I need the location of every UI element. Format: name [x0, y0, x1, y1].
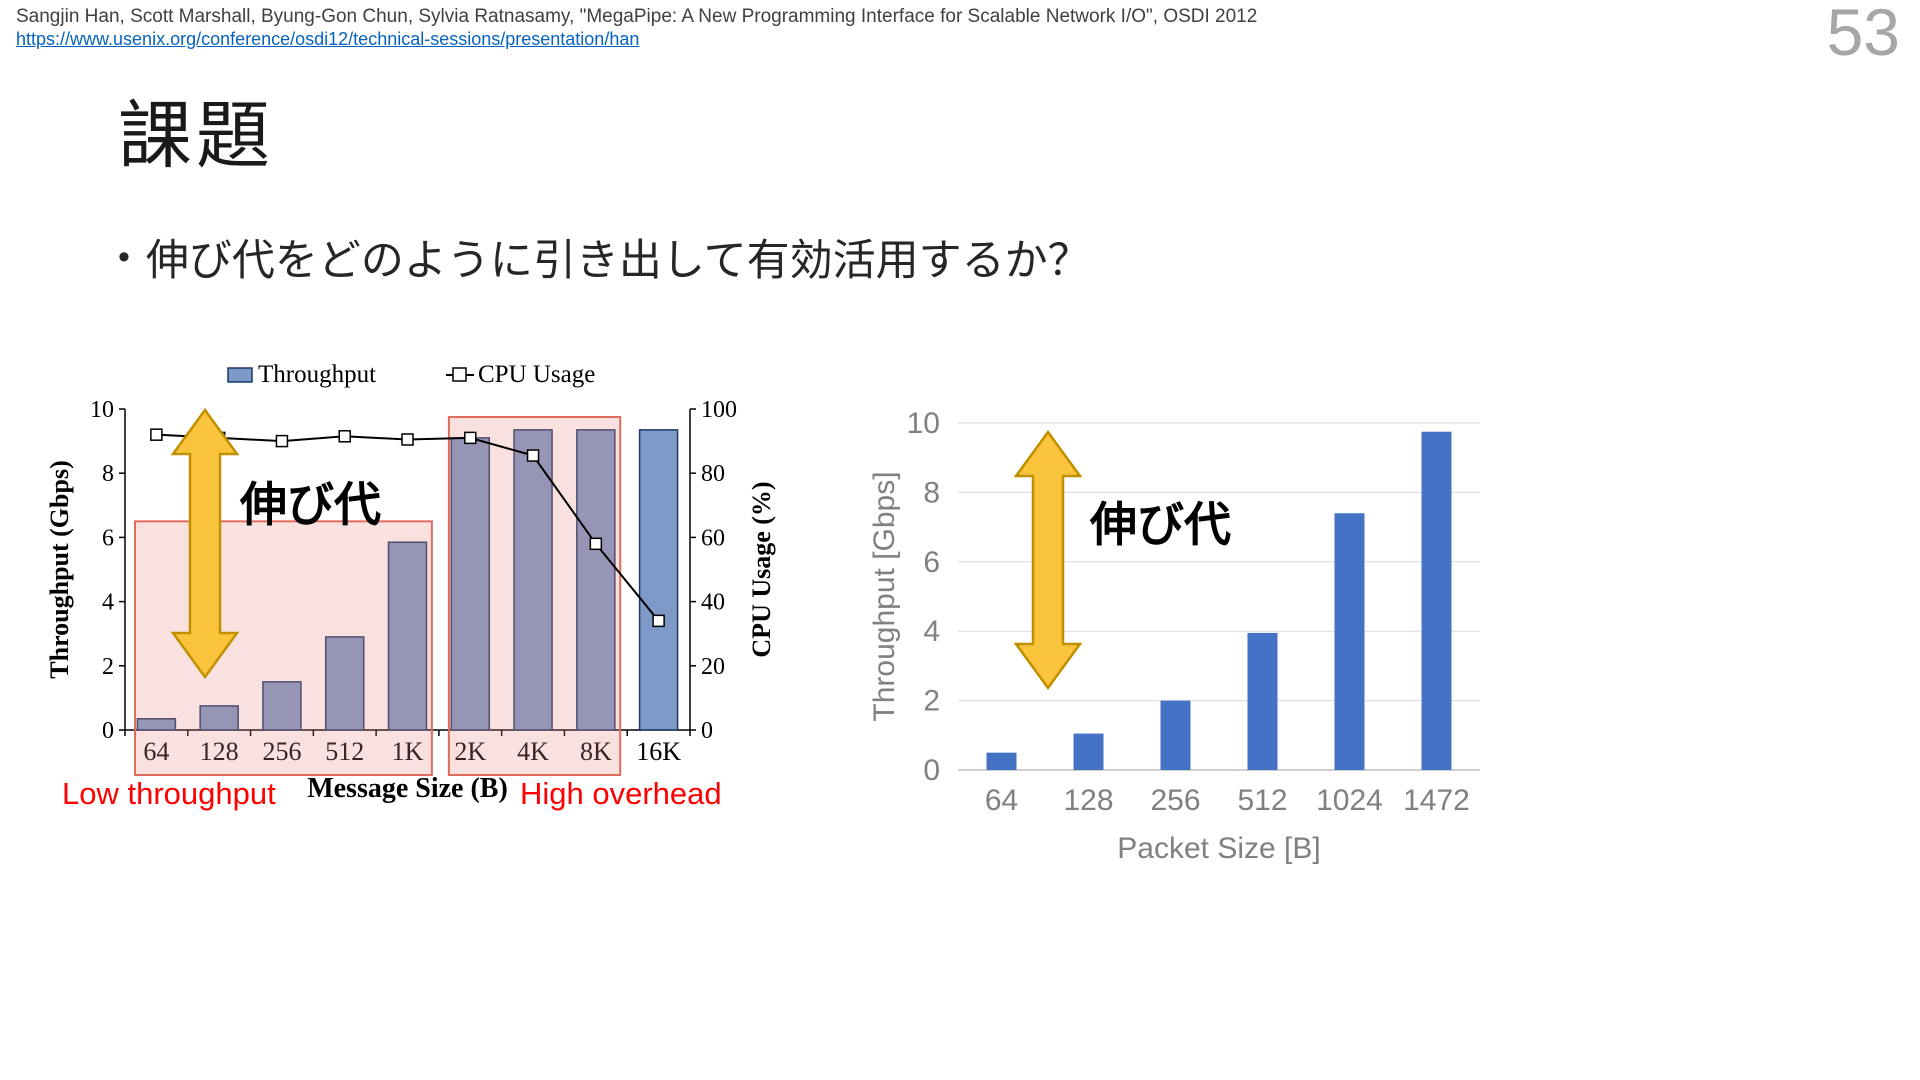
y-tick-label: 4 [923, 615, 940, 648]
high-overhead-label: High overhead [520, 776, 722, 811]
x-tick-label: 1K [392, 737, 424, 766]
x-tick-label: 512 [325, 737, 364, 766]
cpu-usage-marker [275, 434, 289, 448]
left-y-axis-title: Throughput (Gbps) [45, 460, 74, 678]
y-tick-label: 0 [923, 754, 940, 787]
citation-link[interactable]: https://www.usenix.org/conference/osdi12… [16, 29, 640, 49]
y-tick-label: 2 [102, 654, 114, 680]
bullet-line: • 伸び代をどのように引き出して有効活用するか？ [118, 226, 1091, 288]
x-tick-label: 1024 [1316, 784, 1383, 817]
cpu-usage-marker [401, 433, 414, 446]
x-tick-label: 512 [1237, 784, 1287, 817]
x-tick-label: 16K [636, 737, 681, 766]
throughput-bar [986, 752, 1017, 770]
throughput-bar [262, 681, 302, 731]
x-tick-label: 128 [200, 737, 239, 766]
throughput-bar [1334, 513, 1365, 770]
y-tick-label: 8 [102, 461, 114, 487]
cpu-usage-marker [464, 431, 477, 445]
cpu-usage-marker [150, 428, 163, 441]
gap-annotation-left: 伸び代 [240, 478, 381, 531]
throughput-bar [638, 429, 679, 731]
y2-tick-label: 20 [701, 654, 725, 680]
gap-arrow [170, 407, 240, 680]
y2-tick-label: 0 [701, 718, 713, 744]
y-tick-label: 6 [923, 546, 940, 579]
y-tick-label: 10 [90, 397, 114, 423]
legend-swatch-throughput [227, 367, 253, 383]
y-tick-label: 2 [923, 685, 940, 718]
legend-label-throughput: Throughput [258, 361, 376, 388]
throughput-bar [324, 636, 365, 731]
gap-annotation-right: 伸び代 [1090, 498, 1231, 551]
throughput-bar [199, 705, 239, 731]
cpu-usage-marker [652, 614, 665, 628]
low-throughput-label: Low throughput [62, 776, 276, 811]
y-tick-label: 0 [102, 718, 114, 744]
throughput-bar [1073, 733, 1104, 770]
highlight-box [134, 520, 433, 776]
throughput-bar [387, 541, 428, 731]
y2-tick-label: 80 [701, 461, 725, 487]
page-number: 53 [1826, 0, 1900, 69]
cpu-usage-marker [526, 449, 540, 462]
x-tick-label: 4K [517, 737, 549, 766]
legend-label-cpu: CPU Usage [478, 361, 595, 388]
throughput-bar [450, 437, 491, 731]
y-tick-label: 10 [907, 407, 940, 440]
throughput-cpu-chart: 0246810020406080100641282565121K2K4K8K16… [45, 361, 776, 804]
y2-tick-label: 40 [701, 590, 725, 616]
cpu-usage-marker [338, 430, 351, 443]
x-tick-label: 256 [1150, 784, 1200, 817]
throughput-bar [576, 429, 616, 731]
x-tick-label: 64 [143, 737, 169, 766]
x-tick-label: 8K [580, 737, 612, 766]
x-axis-title: Message Size (B) [307, 773, 508, 804]
highlight-box [447, 416, 622, 777]
y-tick-label: 8 [923, 476, 940, 509]
right-y-axis-title: CPU Usage (%) [747, 481, 776, 657]
throughput-bar [513, 429, 553, 731]
throughput-bar [1160, 700, 1191, 770]
x-tick-label: 128 [1063, 784, 1113, 817]
x-axis-title: Packet Size [B] [1117, 832, 1320, 865]
throughput-bar [1247, 632, 1278, 770]
packet-size-throughput-chart: 0 2 4 6 8 10 64 128 256 512 1024 1472 Packet Size [B… [870, 407, 1480, 865]
x-tick-label: 256 [262, 737, 301, 766]
slide-title: 課題 [118, 94, 274, 177]
y-axis-title: Throughput [Gbps] [870, 471, 901, 721]
bullet-marker: • [118, 238, 130, 276]
x-tick-label: 1472 [1403, 784, 1470, 817]
y-tick-label: 6 [102, 525, 114, 551]
y2-tick-label: 100 [701, 397, 737, 423]
bullet-text: 伸び代をどのように引き出して有効活用するか？ [145, 237, 1091, 285]
throughput-bar [136, 718, 177, 731]
x-tick-label: 64 [985, 784, 1018, 817]
legend-swatch-cpu [452, 367, 467, 382]
citation-text: Sangjin Han, Scott Marshall, Byung-Gon C… [16, 6, 1258, 27]
throughput-bar [1421, 431, 1452, 770]
y-tick-label: 4 [102, 590, 114, 616]
gap-arrow [1013, 429, 1083, 691]
cpu-usage-marker [589, 537, 603, 551]
y2-tick-label: 60 [701, 525, 725, 551]
x-tick-label: 2K [454, 737, 486, 766]
